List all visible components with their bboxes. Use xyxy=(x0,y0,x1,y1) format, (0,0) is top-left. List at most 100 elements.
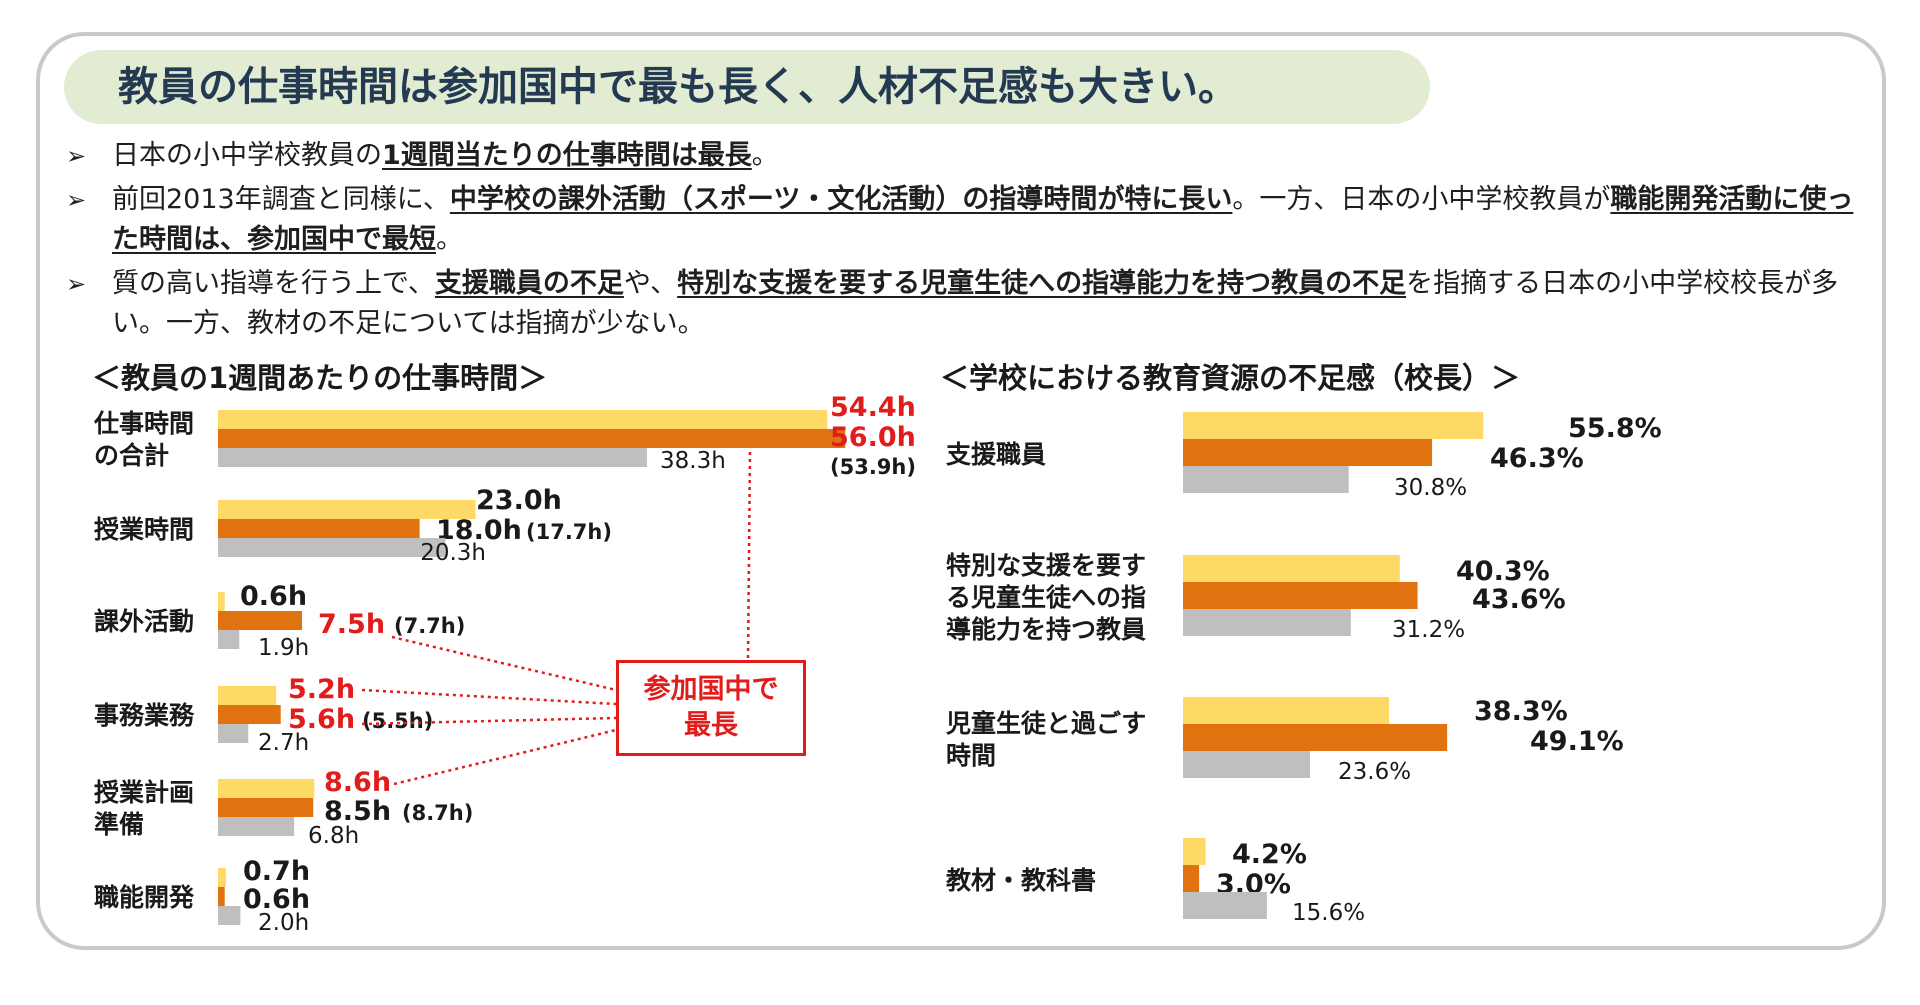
bullet-text: や、 xyxy=(623,268,678,299)
category-label: 課外活動 xyxy=(94,607,194,636)
bar xyxy=(218,798,314,817)
bar xyxy=(218,592,225,611)
bullet-highlight-text: 中学校の課外活動（スポーツ・文化活動）の指導時間が特に長い xyxy=(449,184,1233,215)
data-label: 23.6% xyxy=(1338,759,1411,785)
bar xyxy=(218,611,302,630)
left-chart-title: ＜教員の1週間あたりの仕事時間＞ xyxy=(92,361,548,395)
bullet-text: 。一方、日本の小中学校教員が xyxy=(1232,184,1611,215)
category-label: 支援職員 xyxy=(946,440,1046,469)
data-label: 8.5h xyxy=(324,796,391,827)
category-label: 授業計画準備 xyxy=(94,778,194,839)
bar xyxy=(218,779,315,798)
bullet-text: を指摘する日本の小中学校校長が多い。一方、教材の不足については指摘が少ない。 xyxy=(112,268,1839,339)
data-label: 40.3% xyxy=(1456,556,1550,587)
category-label: 授業時間 xyxy=(94,515,194,544)
bar xyxy=(1183,582,1418,609)
data-label: 5.6h xyxy=(288,704,355,735)
data-label: 38.3h xyxy=(660,448,726,474)
bar xyxy=(218,538,446,557)
bar xyxy=(218,868,226,887)
bullet-text: 。 xyxy=(436,224,463,255)
title-banner xyxy=(64,50,1430,124)
bullet-highlight-text: 特別な支援を要する児童生徒への指導能力を持つ教員の不足 xyxy=(677,268,1407,299)
category-label: 児童生徒と過ごす時間 xyxy=(946,709,1146,770)
extra-label: (7.7h) xyxy=(394,614,465,638)
data-label: 31.2% xyxy=(1392,617,1465,643)
bar xyxy=(218,906,241,925)
bar xyxy=(218,705,281,724)
data-label: 2.0h xyxy=(258,910,309,936)
data-label: 43.6% xyxy=(1472,584,1566,615)
data-label: 7.5h xyxy=(318,609,385,640)
category-label: 仕事時間の合計 xyxy=(93,409,194,470)
data-label: 1.9h xyxy=(258,635,309,661)
bullet-text: 。 xyxy=(751,140,779,171)
data-label: 30.8% xyxy=(1394,475,1467,501)
connector-line xyxy=(361,716,617,726)
extra-label: (17.7h) xyxy=(526,520,612,544)
bar xyxy=(1183,751,1310,778)
bullet-highlight-text: 支援職員の不足 xyxy=(434,268,624,299)
bar xyxy=(218,500,476,519)
bar xyxy=(218,887,225,906)
data-label: 2.7h xyxy=(258,730,309,756)
bar xyxy=(218,410,828,429)
right-chart-title: ＜学校における教育資源の不足感（校長）＞ xyxy=(940,361,1521,395)
extra-label: (5.5h) xyxy=(362,709,433,733)
data-label: 46.3% xyxy=(1490,443,1584,474)
arrow-bullet-icon: ➢ xyxy=(66,186,87,214)
bullet-highlight-text: 1週間当たりの仕事時間は最長 xyxy=(382,140,752,171)
bar xyxy=(1183,865,1200,892)
data-label: 38.3% xyxy=(1474,696,1568,727)
category-label: 事務業務 xyxy=(94,701,195,730)
category-label: 職能開発 xyxy=(94,883,195,912)
category-label: 特別な支援を要する児童生徒への指導能力を持つ教員 xyxy=(946,551,1146,644)
bar xyxy=(218,429,846,448)
connector-line xyxy=(393,728,617,786)
data-label: 5.2h xyxy=(288,674,355,705)
bullet-text: 前回2013年調査と同様に、 xyxy=(112,184,450,215)
extra-label: (53.9h) xyxy=(830,455,916,479)
bar xyxy=(1183,555,1400,582)
bar xyxy=(1183,892,1267,919)
data-label: 0.6h xyxy=(243,884,310,915)
category-label: 教材・教科書 xyxy=(946,866,1096,895)
bar xyxy=(1183,439,1433,466)
connector-line xyxy=(391,635,617,692)
bar xyxy=(1183,697,1390,724)
data-label: 0.6h xyxy=(240,581,307,612)
note-text: 参加国中で 最長 xyxy=(643,674,779,741)
bullet-highlight-text: 職能開発活動に使った時間は、参加国中で最短 xyxy=(112,184,1854,255)
data-label: 6.8h xyxy=(308,823,359,849)
bar xyxy=(1183,724,1448,751)
bar xyxy=(218,519,420,538)
bar xyxy=(218,630,240,649)
arrow-bullet-icon: ➢ xyxy=(66,270,87,298)
data-label: 49.1% xyxy=(1530,726,1624,757)
bar xyxy=(218,724,249,743)
bar xyxy=(1183,609,1351,636)
bar xyxy=(218,448,647,467)
data-label: 18.0h xyxy=(436,515,522,546)
bar xyxy=(1183,412,1484,439)
connector-line xyxy=(746,451,752,661)
bullet-text: 日本の小中学校教員の xyxy=(112,140,382,171)
data-label: 15.6% xyxy=(1292,900,1365,926)
note-box: 参加国中で 最長 xyxy=(616,660,806,756)
data-label: 23.0h xyxy=(476,485,562,516)
bullet-item: ➢ 日本の小中学校教員の1週間当たりの仕事時間は最長。 xyxy=(66,136,1866,176)
extra-label: (8.7h) xyxy=(402,801,473,825)
page-title: 教員の仕事時間は参加国中で最も長く、人材不足感も大きい。 xyxy=(118,64,1238,110)
arrow-bullet-icon: ➢ xyxy=(66,142,87,170)
bar xyxy=(218,686,277,705)
data-label: 8.6h xyxy=(324,767,391,798)
data-label: 55.8% xyxy=(1568,413,1662,444)
data-label: 4.2% xyxy=(1232,839,1307,870)
bar xyxy=(218,817,295,836)
bullet-item: ➢ 前回2013年調査と同様に、中学校の課外活動（スポーツ・文化活動）の指導時間が… xyxy=(66,180,1866,260)
data-label: 0.7h xyxy=(243,856,310,887)
connector-line xyxy=(361,688,617,706)
bullet-text: 質の高い指導を行う上で、 xyxy=(112,268,435,299)
panel-frame xyxy=(36,32,1886,950)
